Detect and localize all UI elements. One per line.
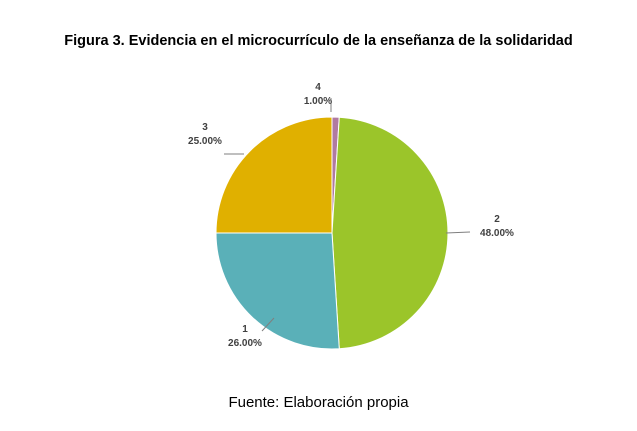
leader-lines [224,98,471,332]
slice-percent-label-4: 1.00% [304,96,332,107]
slice-labels: 4 1.00% 2 48.00% 1 26.00% 3 25.00% [188,82,514,349]
figure-title: Figura 3. Evidencia en el microcurrículo… [64,33,573,49]
slice-percent-label-1: 26.00% [228,338,262,349]
slice-category-label-2: 2 [494,214,500,225]
slice-category-label-4: 4 [315,82,321,93]
figure-source: Fuente: Elaboración propia [228,394,409,411]
slice-percent-label-3: 25.00% [188,136,222,147]
pie-slice-3 [215,116,333,234]
pie-slices [215,116,449,350]
leader-line-2 [445,231,471,234]
leader-line-1 [261,317,275,332]
slice-category-label-1: 1 [242,324,248,335]
pie-slice-1 [215,232,340,350]
slice-percent-label-2: 48.00% [480,228,514,239]
pie-slice-2 [331,116,449,350]
slice-category-label-3: 3 [202,122,208,133]
